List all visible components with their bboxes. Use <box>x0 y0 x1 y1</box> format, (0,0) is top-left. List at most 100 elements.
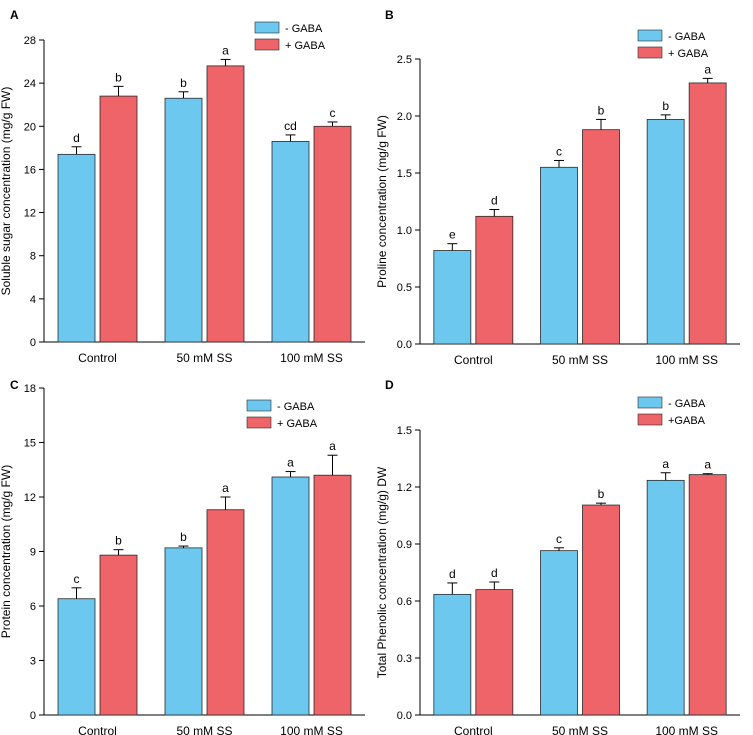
legend-swatch <box>637 396 663 409</box>
significance-letter: b <box>180 76 187 90</box>
bar <box>646 479 685 716</box>
legend-label: - GABA <box>668 398 706 410</box>
panel-label: A <box>10 8 19 22</box>
y-axis-label: Total Phenolic concentration (mg/g) DW <box>375 466 389 678</box>
legend-swatch <box>246 416 272 429</box>
y-axis-label: Protein concentration (mg/g FW) <box>0 465 13 638</box>
y-tick-label: 0 <box>30 710 36 722</box>
legend-label: + GABA <box>285 40 326 52</box>
y-tick-label: 24 <box>24 78 36 90</box>
significance-letter: a <box>704 458 711 472</box>
x-category-label: Control <box>78 724 117 735</box>
y-tick-label: 4 <box>30 294 36 306</box>
y-tick-label: 6 <box>30 601 36 613</box>
significance-letter: b <box>115 534 122 548</box>
bar <box>646 119 685 345</box>
legend-swatch <box>637 46 663 59</box>
y-tick-label: 0.0 <box>397 710 412 722</box>
y-axis-label: Proline concentration (mg/g FW) <box>375 115 389 288</box>
panel-label: B <box>385 8 394 22</box>
y-tick-label: 2.0 <box>397 111 412 123</box>
bar <box>433 593 472 716</box>
bar <box>313 474 352 716</box>
bar <box>688 474 727 716</box>
bar <box>57 153 96 343</box>
legend-swatch <box>254 38 280 51</box>
legend-swatch <box>246 399 272 412</box>
bar <box>313 125 352 343</box>
legend-swatch <box>254 21 280 34</box>
bar <box>540 166 578 345</box>
x-category-label: 100 mM SS <box>280 351 343 365</box>
legend-label: - GABA <box>285 23 323 35</box>
x-category-label: 50 mM SS <box>176 351 232 365</box>
panel-label: C <box>10 378 19 392</box>
significance-letter: d <box>73 131 80 145</box>
significance-letter: c <box>556 532 562 546</box>
bar <box>206 65 245 343</box>
bar <box>540 550 578 716</box>
legend-swatch <box>637 413 663 426</box>
y-tick-label: 12 <box>24 208 36 220</box>
significance-letter: cd <box>284 119 297 133</box>
y-tick-label: 1.2 <box>397 482 412 494</box>
legend-label: - GABA <box>668 31 706 43</box>
significance-letter: a <box>222 481 229 495</box>
bar <box>433 250 472 345</box>
significance-letter: c <box>74 572 80 586</box>
x-category-label: Control <box>454 724 493 735</box>
y-tick-label: 0.6 <box>397 596 412 608</box>
significance-letter: b <box>662 99 669 113</box>
y-tick-label: 28 <box>24 35 36 47</box>
legend-label: +GABA <box>668 415 706 427</box>
x-category-label: 50 mM SS <box>552 724 608 735</box>
y-tick-label: 9 <box>30 547 36 559</box>
legend-label: - GABA <box>277 401 315 413</box>
bar <box>164 97 203 343</box>
bar <box>99 95 138 343</box>
significance-letter: a <box>222 43 229 57</box>
significance-letter: a <box>704 62 711 76</box>
y-tick-label: 1.0 <box>397 225 412 237</box>
bar <box>164 547 203 716</box>
y-tick-label: 15 <box>24 438 36 450</box>
legend-label: + GABA <box>277 418 318 430</box>
significance-letter: d <box>491 566 498 580</box>
x-category-label: Control <box>454 353 493 367</box>
significance-letter: c <box>330 106 336 120</box>
x-category-label: 100 mM SS <box>280 724 343 735</box>
bar <box>57 598 96 716</box>
bar <box>475 589 514 716</box>
y-tick-label: 12 <box>24 492 36 504</box>
x-category-label: 100 mM SS <box>655 724 718 735</box>
significance-letter: d <box>449 567 456 581</box>
x-category-label: Control <box>78 351 117 365</box>
bar <box>271 140 310 343</box>
significance-letter: b <box>598 487 605 501</box>
panel-label: D <box>385 378 394 392</box>
significance-letter: a <box>662 457 669 471</box>
bar <box>99 554 138 716</box>
significance-letter: b <box>115 70 122 84</box>
significance-letter: e <box>449 228 456 242</box>
x-category-label: 50 mM SS <box>552 353 608 367</box>
x-category-label: 100 mM SS <box>655 353 718 367</box>
bar <box>582 129 620 345</box>
y-axis-label: Soluble sugar concentration (mg/g FW) <box>0 87 13 296</box>
panel-d: D 0.0 0.3 0.6 0.9 1.2 1.5 Total Phenolic concen… <box>375 378 740 735</box>
panel-c: C 0 3 6 9 12 15 18 Protein concentration (mg/g F… <box>0 378 365 735</box>
y-tick-label: 16 <box>24 164 36 176</box>
y-tick-label: 1.5 <box>397 168 412 180</box>
panel-a: A 0 4 8 12 16 20 24 28 Soluble sugar concentratio… <box>0 8 365 365</box>
bar <box>475 215 514 345</box>
legend-swatch <box>637 29 663 42</box>
y-tick-label: 20 <box>24 121 36 133</box>
y-tick-label: 2.5 <box>397 54 412 66</box>
significance-letter: b <box>180 530 187 544</box>
bar <box>688 82 727 345</box>
significance-letter: a <box>287 456 294 470</box>
bar <box>271 476 310 716</box>
y-tick-label: 18 <box>24 383 36 395</box>
panel-b: B 0.0 0.5 1.0 1.5 2.0 2.5 Proline concentration… <box>375 8 740 367</box>
